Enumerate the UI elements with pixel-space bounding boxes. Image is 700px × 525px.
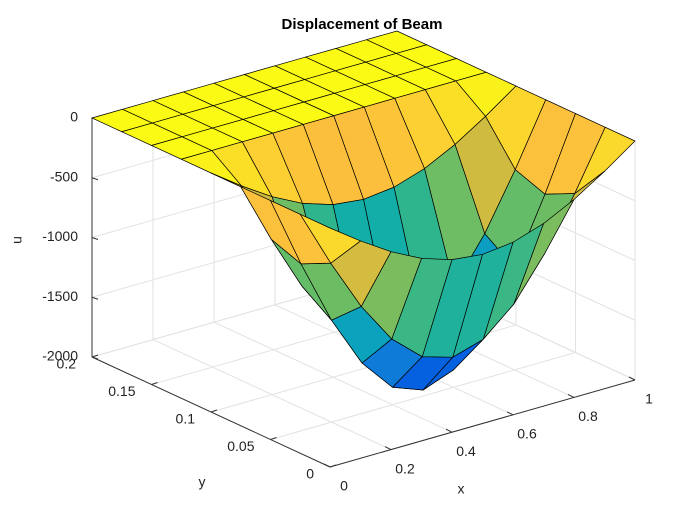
y-tick-label: 0.1 <box>176 411 196 427</box>
x-tick-label: 0 <box>340 478 348 494</box>
y-tick-label: 0 <box>306 466 314 482</box>
y-axis-label: y <box>199 474 206 490</box>
y-tick <box>210 409 218 413</box>
x-tick <box>384 446 392 451</box>
z-tick-label: -1500 <box>42 288 78 304</box>
z-tick <box>91 177 99 181</box>
x-tick <box>323 463 331 468</box>
z-tick-label: 0 <box>70 109 78 125</box>
x-tick-label: 0.4 <box>456 443 476 459</box>
x-tick-label: 0.8 <box>578 408 598 424</box>
x-tick <box>506 411 514 416</box>
grid-line <box>270 352 576 440</box>
x-tick-label: 0.2 <box>395 460 415 476</box>
y-tick <box>151 382 158 385</box>
y-tick <box>329 464 337 468</box>
x-axis-label: x <box>458 481 465 497</box>
x-tick <box>567 393 575 398</box>
z-tick <box>91 296 99 300</box>
y-tick <box>270 437 277 440</box>
z-tick <box>91 237 99 240</box>
y-tick-label: 0.2 <box>57 356 77 372</box>
z-tick-label: -1000 <box>42 228 78 244</box>
x-tick-label: 1 <box>645 391 653 407</box>
z-tick <box>91 356 99 360</box>
x-tick <box>445 428 453 433</box>
x-tick-label: 0.6 <box>517 426 537 442</box>
chart-title: Displacement of Beam <box>282 16 443 33</box>
surface-face <box>299 213 362 264</box>
y-tick-label: 0.05 <box>227 438 254 454</box>
x-tick <box>628 376 636 381</box>
y-tick-label: 0.15 <box>108 383 135 399</box>
z-tick-label: -2000 <box>42 348 78 364</box>
z-axis-label: u <box>9 236 25 244</box>
z-tick-label: -500 <box>50 168 78 184</box>
x-axis <box>329 379 636 468</box>
y-tick <box>91 354 99 358</box>
